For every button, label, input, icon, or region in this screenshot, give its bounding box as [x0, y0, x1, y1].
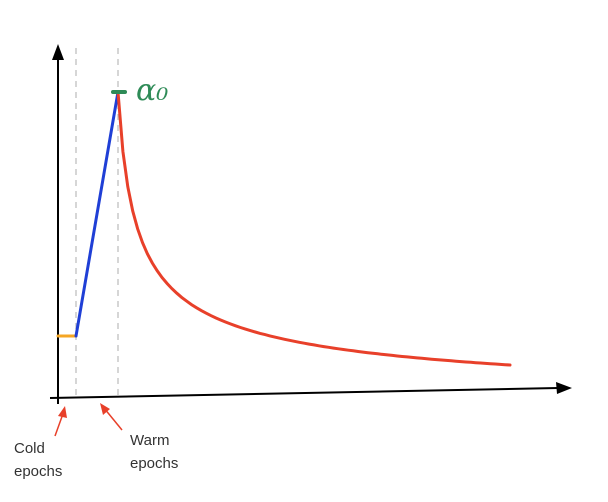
y-axis-arrowhead: [52, 44, 64, 60]
cold-epochs-arrowhead: [58, 406, 67, 418]
cold-epochs-label-line1: Cold: [14, 440, 45, 457]
decay-phase-curve: [116, 90, 512, 367]
warm-epochs-label-line1: Warm: [130, 432, 169, 449]
warm-phase-line: [74, 90, 120, 338]
peak-label: α₀: [136, 73, 168, 108]
warm-epochs-label-line2: epochs: [130, 455, 178, 472]
warm-epochs-arrow: [103, 407, 123, 431]
cold-epochs-label-line2: epochs: [14, 463, 62, 480]
warm-epochs-arrowhead: [100, 403, 110, 415]
x-axis-arrowhead: [556, 382, 572, 394]
x-axis: [49, 387, 559, 399]
